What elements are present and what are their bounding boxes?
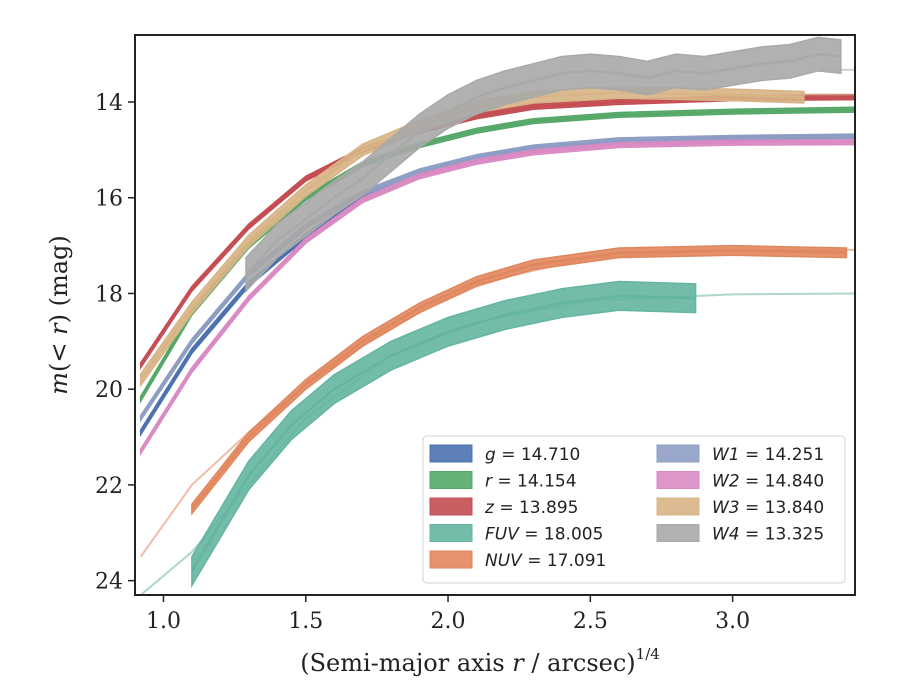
x-tick-label: 1.0 xyxy=(146,609,181,634)
x-axis: 1.0 1.5 2.0 2.5 3.0 xyxy=(146,595,750,634)
legend-label-z-band: z xyxy=(484,498,495,518)
x-axis-title-prefix: (Semi-major axis xyxy=(300,649,512,677)
series-fuv-band xyxy=(191,280,697,589)
legend-box xyxy=(422,435,846,584)
series-w3 xyxy=(139,85,855,388)
x-axis-title-suffix: / arcsec) xyxy=(524,649,636,677)
series-fuv-line xyxy=(190,294,696,572)
y-axis: 14 16 18 20 22 24 xyxy=(95,91,135,595)
series-nuv xyxy=(139,244,855,558)
x-tick-label: 2.5 xyxy=(573,609,608,634)
legend-item-z: z = 13.895 xyxy=(429,497,578,518)
legend-item-w4: W4 = 13.325 xyxy=(656,524,824,545)
plot-area xyxy=(134,34,856,596)
legend-item-w2: W2 = 14.840 xyxy=(656,471,824,492)
legend-label-nuv: NUV = 17.091 xyxy=(485,551,606,571)
x-axis-title: (Semi-major axis r / arcsec)1/4 xyxy=(300,645,660,677)
legend-label-g-value: = 14.710 xyxy=(496,445,581,465)
legend-label-w1-band: W1 xyxy=(712,445,740,465)
series-w4-line xyxy=(245,52,841,276)
legend-item-w1: W1 = 14.251 xyxy=(656,444,824,465)
legend-item-w3: W3 = 13.840 xyxy=(656,497,824,518)
series-w2 xyxy=(139,139,855,457)
y-tick-label: 24 xyxy=(95,570,123,595)
y-tick-label: 22 xyxy=(95,474,123,499)
series-w4 xyxy=(245,36,855,294)
legend-swatch-fuv xyxy=(429,524,473,542)
legend-label-w3-value: = 13.840 xyxy=(740,498,825,518)
legend-swatch-r xyxy=(429,471,473,489)
legend-label-z-value: = 13.895 xyxy=(494,498,579,518)
legend-label-w4-band: W4 xyxy=(712,525,740,545)
legend-swatch-w2 xyxy=(656,471,700,489)
legend-label-w1-value: = 14.251 xyxy=(740,445,825,465)
legend-label-w2-value: = 14.840 xyxy=(740,472,825,492)
series-nuv-line xyxy=(190,249,847,510)
series-w3-band xyxy=(139,85,805,388)
legend-label-r: r = 14.154 xyxy=(485,472,577,492)
x-axis-title-r: r xyxy=(512,649,525,677)
y-tick-label: 14 xyxy=(95,91,123,116)
legend-label-w4: W4 = 13.325 xyxy=(712,525,824,545)
legend-label-nuv-band: NUV xyxy=(485,551,523,571)
legend-swatch-g xyxy=(429,444,473,463)
legend-label-w2: W2 = 14.840 xyxy=(712,472,824,492)
x-tick-label: 2.0 xyxy=(431,609,466,634)
legend-label-w2-band: W2 xyxy=(712,472,740,492)
y-axis-title-open: (< xyxy=(45,335,73,372)
series-layer xyxy=(139,36,855,595)
x-tick-label: 1.5 xyxy=(288,609,323,634)
series-fuv xyxy=(140,280,855,595)
legend-label-fuv: FUV = 18.005 xyxy=(485,525,603,545)
legend-swatch-nuv xyxy=(429,550,473,569)
legend-swatch-w1 xyxy=(656,444,700,463)
legend-swatch-w3 xyxy=(656,497,700,516)
legend-label-fuv-band: FUV xyxy=(485,525,520,545)
legend-item-nuv: NUV = 17.091 xyxy=(429,550,606,571)
y-tick-label: 20 xyxy=(95,378,123,403)
y-axis-title-close: ) (mag) xyxy=(45,235,73,323)
y-tick-label: 16 xyxy=(95,187,123,212)
legend-label-w4-value: = 13.325 xyxy=(740,525,825,545)
legend-item-fuv: FUV = 18.005 xyxy=(429,524,603,545)
series-w1-line xyxy=(139,135,855,419)
legend-label-nuv-value: = 17.091 xyxy=(522,551,607,571)
x-axis-title-exponent: 1/4 xyxy=(636,645,660,663)
legend-swatch-w4 xyxy=(656,524,700,542)
y-axis-title-r: r xyxy=(45,322,73,335)
legend-swatch-z xyxy=(429,497,473,516)
legend-item-r: r = 14.154 xyxy=(429,471,577,492)
legend-label-r-band: r xyxy=(485,472,493,492)
legend-label-g: g = 14.710 xyxy=(485,445,580,465)
y-axis-title-m: m xyxy=(45,372,73,395)
plot-frame xyxy=(134,34,856,596)
series-nuv-band xyxy=(191,244,848,516)
legend-item-g: g = 14.710 xyxy=(429,444,580,465)
series-w2-line xyxy=(139,140,855,453)
legend-label-z: z = 13.895 xyxy=(484,498,578,518)
legend-label-w1: W1 = 14.251 xyxy=(712,445,824,465)
series-w2-band xyxy=(139,139,855,457)
x-tick-label: 3.0 xyxy=(715,609,750,634)
y-tick-label: 18 xyxy=(95,282,123,307)
legend-label-w3: W3 = 13.840 xyxy=(712,498,824,518)
legend-label-r-value: = 14.154 xyxy=(492,472,577,492)
y-axis-title: m(< r) (mag) xyxy=(45,235,73,395)
legend-label-g-band: g xyxy=(485,445,496,465)
legend-label-fuv-value: = 18.005 xyxy=(519,525,604,545)
legend-label-w3-band: W3 xyxy=(712,498,740,518)
